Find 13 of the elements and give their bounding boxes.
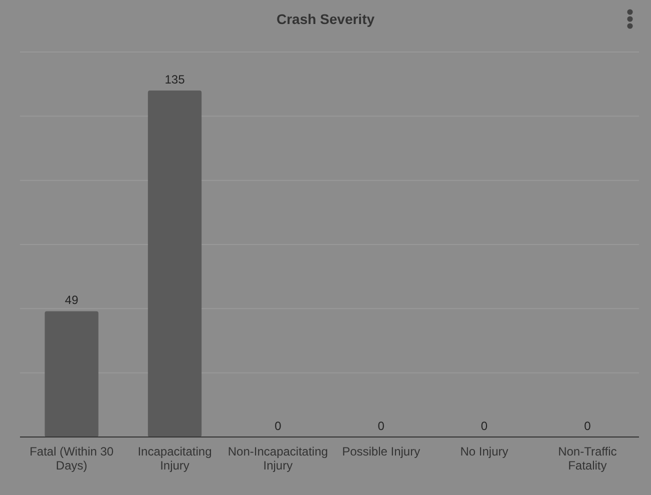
x-tick-label: Incapacitating Injury [138,444,212,472]
x-tick-label: Non-Incapacitating Injury [228,444,328,472]
chart-title: Crash Severity [276,11,375,27]
x-tick-label: Possible Injury [342,444,420,459]
data-label: 0 [378,419,385,433]
x-tick-label: Fatal (Within 30 Days) [30,444,114,472]
data-label: 0 [480,419,488,433]
x-tick-label: Non-Traffic Fatality [558,444,617,472]
x-tick-label: No Injury [460,444,508,459]
data-label: 0 [584,419,592,433]
data-label: 49 [64,293,79,308]
data-label: 135 [164,72,186,86]
data-label: 0 [274,419,282,433]
